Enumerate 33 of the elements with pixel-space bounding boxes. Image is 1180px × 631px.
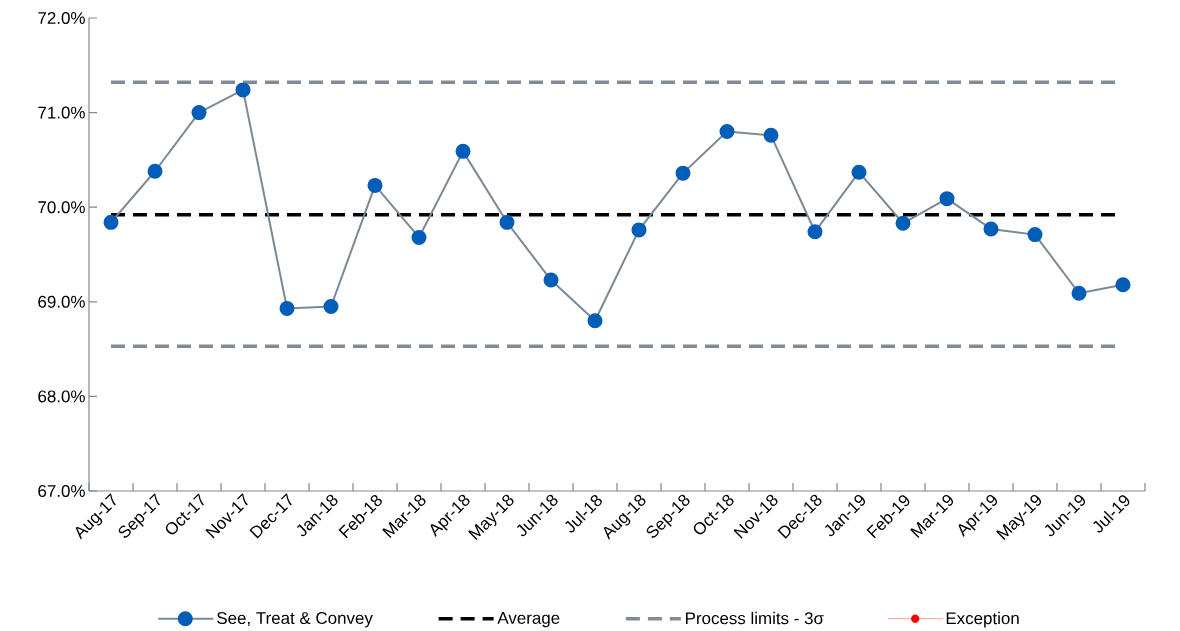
point [543,272,559,288]
point [147,163,163,179]
point [763,127,779,143]
point [367,177,383,193]
point [807,224,823,240]
point [323,299,339,315]
point [455,143,471,159]
y-tick-label: 68.0% [38,390,85,403]
point [631,222,647,238]
y-tick-label: 70.0% [38,201,85,214]
point [411,229,427,245]
y-tick-label: 69.0% [38,295,85,308]
point [1115,277,1131,293]
point [895,215,911,231]
point [719,124,735,140]
point [1071,285,1087,301]
point [191,105,207,121]
point [983,221,999,237]
point [279,300,295,316]
legend-label: See, Treat & Convey [217,612,373,628]
legend-label: Exception [946,611,1019,628]
point [587,313,603,329]
point [1027,227,1043,243]
point [851,164,867,180]
y-tick-label: 72.0% [38,11,85,24]
point [103,214,119,230]
point [675,165,691,181]
point [499,214,515,230]
y-tick-label: 71.0% [38,106,85,119]
legend-label: Average [497,612,560,628]
legend-label: Process limits - 3σ [686,611,824,625]
point [235,82,251,98]
point [939,191,955,207]
